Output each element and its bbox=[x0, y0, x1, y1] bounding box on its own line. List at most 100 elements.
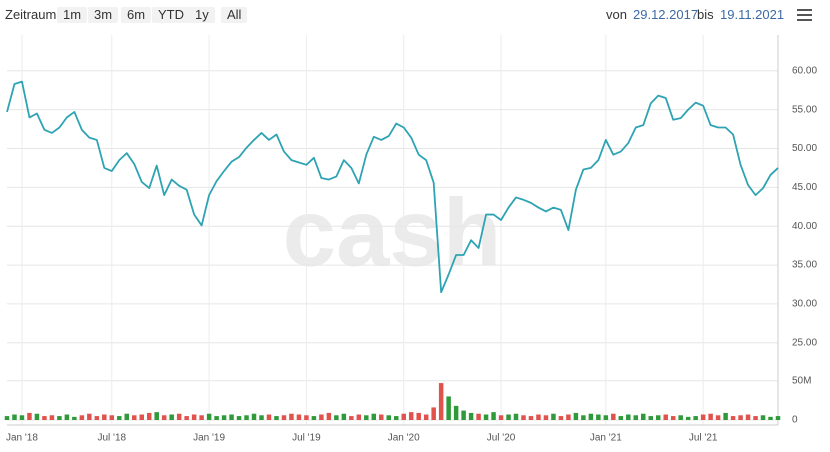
x-tick-label: Jul '19 bbox=[292, 433, 321, 444]
volume-bar bbox=[558, 416, 564, 420]
volume-bar bbox=[491, 412, 496, 420]
volume-bar bbox=[708, 413, 713, 420]
volume-bar bbox=[423, 414, 429, 420]
volume-bar bbox=[581, 415, 586, 420]
volume-bar bbox=[536, 414, 541, 420]
volume-bar bbox=[19, 415, 25, 420]
volume-bar bbox=[109, 415, 115, 420]
volume-bar bbox=[446, 396, 451, 420]
volume-bar bbox=[670, 416, 676, 420]
range-button[interactable]: All bbox=[221, 7, 248, 23]
to-label: bis bbox=[697, 7, 714, 22]
volume-bar bbox=[214, 416, 219, 420]
volume-bar bbox=[236, 416, 242, 420]
volume-bar bbox=[760, 415, 766, 420]
range-button[interactable]: 6m bbox=[121, 7, 152, 23]
volume-bar bbox=[408, 412, 414, 420]
volume-bar bbox=[281, 415, 287, 420]
volume-bar bbox=[648, 416, 653, 420]
price-line bbox=[6, 80, 779, 294]
y-tick-label: 45.00 bbox=[792, 182, 817, 193]
volume-bar bbox=[161, 415, 167, 420]
volume-bar bbox=[326, 412, 332, 420]
volume-bar bbox=[753, 416, 758, 420]
volume-bar bbox=[27, 412, 32, 420]
volume-bar bbox=[154, 412, 159, 420]
volume-bar bbox=[655, 415, 661, 420]
range-label: Zeitraum bbox=[5, 7, 57, 22]
volume-bar bbox=[386, 415, 392, 420]
volume-bar bbox=[311, 416, 317, 420]
x-tick-label: Jul '21 bbox=[689, 433, 718, 444]
range-button[interactable]: 3m bbox=[88, 7, 119, 23]
volume-bar bbox=[596, 414, 601, 420]
volume-bar bbox=[64, 414, 70, 420]
volume-bar bbox=[57, 416, 62, 420]
volume-bar bbox=[184, 416, 189, 420]
volume-bar bbox=[438, 383, 444, 420]
volume-bar bbox=[274, 416, 279, 420]
volume-bar bbox=[626, 414, 631, 420]
volume-bar bbox=[169, 414, 174, 420]
volume-bar bbox=[745, 414, 751, 420]
volume-bar bbox=[700, 414, 706, 420]
volume-bar bbox=[296, 414, 302, 420]
volume-bar bbox=[618, 416, 624, 420]
to-date[interactable]: 19.11.2021 bbox=[720, 7, 785, 22]
volume-bar bbox=[431, 407, 436, 420]
y-tick-label: 30.00 bbox=[792, 299, 817, 310]
volume-bar bbox=[483, 414, 489, 420]
volume-bar bbox=[461, 410, 466, 420]
volume-bar bbox=[349, 416, 354, 420]
volume-bar bbox=[334, 415, 339, 420]
volume-bar bbox=[633, 415, 639, 420]
range-button[interactable]: 1m bbox=[57, 7, 88, 23]
range-button[interactable]: YTD bbox=[152, 7, 190, 23]
y-tick-label: 50.00 bbox=[792, 143, 817, 154]
volume-bar bbox=[768, 416, 773, 420]
watermark: cash bbox=[283, 179, 502, 286]
volume-bar bbox=[319, 414, 324, 420]
volume-bar bbox=[102, 414, 107, 420]
volume-bar bbox=[663, 414, 668, 420]
volume-bar bbox=[266, 414, 272, 420]
x-tick-label: Jan '21 bbox=[590, 433, 622, 444]
volume-bar bbox=[132, 415, 137, 420]
y-tick-label: 50M bbox=[792, 375, 811, 386]
volume-bar bbox=[730, 416, 736, 420]
volume-bar bbox=[641, 413, 646, 420]
volume-bar bbox=[678, 415, 683, 420]
volume-bar bbox=[4, 416, 10, 420]
volume-bar bbox=[87, 413, 92, 420]
volume-bar bbox=[94, 416, 100, 420]
volume-bar bbox=[468, 412, 474, 420]
y-tick-label: 35.00 bbox=[792, 260, 817, 271]
volume-bar bbox=[146, 412, 152, 420]
volume-bar bbox=[72, 416, 77, 420]
volume-bar bbox=[588, 413, 594, 420]
toolbar: Zeitraum 1m 3m 6m YTD 1y All von 29.12.2… bbox=[0, 0, 830, 30]
volume-bar bbox=[12, 414, 17, 420]
volume-bar bbox=[79, 415, 85, 420]
from-date[interactable]: 29.12.2017 bbox=[633, 7, 699, 22]
volume-bar bbox=[393, 416, 399, 420]
y-tick-label: 25.00 bbox=[792, 337, 817, 348]
x-tick-label: Jan '18 bbox=[6, 433, 38, 444]
volume-bar bbox=[251, 413, 257, 420]
volume-bar bbox=[715, 415, 721, 420]
volume-bar bbox=[364, 415, 369, 420]
volume-bar bbox=[49, 415, 55, 420]
x-tick-label: Jul '20 bbox=[487, 433, 516, 444]
volume-bar bbox=[176, 413, 182, 420]
range-button[interactable]: 1y bbox=[189, 7, 215, 23]
volume-bar bbox=[693, 416, 698, 420]
volume-bar bbox=[199, 415, 204, 420]
y-tick-label: 40.00 bbox=[792, 221, 817, 232]
volume-bar bbox=[259, 415, 264, 420]
x-tick-label: Jul '18 bbox=[97, 433, 126, 444]
volume-bar bbox=[229, 414, 234, 420]
volume-bar bbox=[573, 412, 579, 420]
menu-icon[interactable] bbox=[797, 9, 812, 21]
